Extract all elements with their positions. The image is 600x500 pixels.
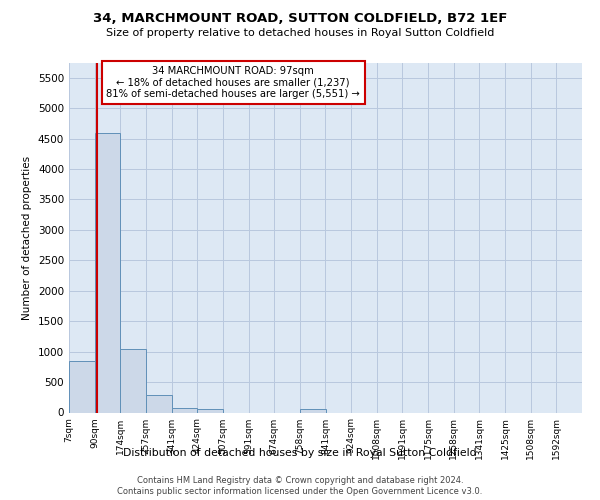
Text: Contains public sector information licensed under the Open Government Licence v3: Contains public sector information licen… (118, 488, 482, 496)
Bar (300, 409, 325, 412)
Bar (69, 361, 95, 412)
Text: Contains HM Land Registry data © Crown copyright and database right 2024.: Contains HM Land Registry data © Crown c… (137, 476, 463, 485)
Bar (95, 132, 121, 412)
Text: 34 MARCHMOUNT ROAD: 97sqm
← 18% of detached houses are smaller (1,237)
81% of se: 34 MARCHMOUNT ROAD: 97sqm ← 18% of detac… (106, 66, 360, 99)
Bar (121, 348, 146, 412)
Text: Distribution of detached houses by size in Royal Sutton Coldfield: Distribution of detached houses by size … (123, 448, 477, 458)
Y-axis label: Number of detached properties: Number of detached properties (22, 156, 32, 320)
Text: Size of property relative to detached houses in Royal Sutton Coldfield: Size of property relative to detached ho… (106, 28, 494, 38)
Bar (172, 408, 197, 412)
Text: 34, MARCHMOUNT ROAD, SUTTON COLDFIELD, B72 1EF: 34, MARCHMOUNT ROAD, SUTTON COLDFIELD, B… (93, 12, 507, 26)
Bar (197, 410, 223, 412)
Bar (146, 396, 172, 412)
